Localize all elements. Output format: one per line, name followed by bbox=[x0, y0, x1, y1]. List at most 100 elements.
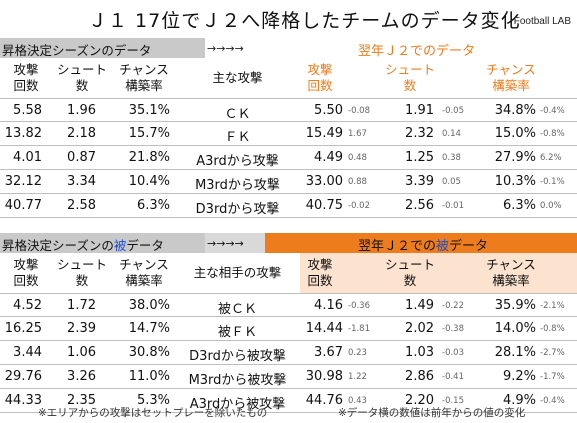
delta-attacks: 0.23 bbox=[348, 348, 367, 358]
col-shots-next: シュート数 bbox=[384, 257, 435, 288]
cell-chance: 14.7% bbox=[128, 321, 170, 336]
cell-attacks-next: 3.67 bbox=[314, 345, 343, 360]
column-headers: 攻撃 回数 シュート数 チャンス 構築率 主な相手の攻撃 攻撃 回数 シュート数 チャ… bbox=[0, 253, 577, 293]
cell-chance: 11.0% bbox=[128, 369, 170, 384]
cell-shots-next: 2.02 bbox=[405, 321, 434, 336]
cell-shots: 2.18 bbox=[67, 126, 96, 141]
cell-attacks: 4.52 bbox=[13, 298, 42, 313]
cell-chance: 35.1% bbox=[128, 103, 170, 118]
cell-attacks-next: 30.98 bbox=[305, 369, 343, 384]
cell-attacks: 32.12 bbox=[4, 174, 42, 189]
cell-chance-next: 14.0% bbox=[494, 321, 536, 336]
cell-shots-next: 2.56 bbox=[405, 198, 434, 213]
cell-shots: 1.06 bbox=[67, 345, 96, 360]
delta-attacks: 1.67 bbox=[348, 129, 367, 139]
cell-chance-next: 6.3% bbox=[502, 198, 536, 213]
cell-attack-type: A3rdから被攻撃 bbox=[189, 397, 286, 412]
table-row: 4.52 1.72 38.0% 被ＣＫ 4.16 -0.36 1.49 -0.22 35.9% -… bbox=[0, 293, 577, 317]
cell-attacks: 40.77 bbox=[4, 198, 42, 213]
cell-chance: 38.0% bbox=[128, 298, 170, 313]
cell-shots-next: 3.39 bbox=[405, 174, 434, 189]
col-chance: チャンス 構築率 bbox=[119, 257, 169, 288]
cell-attack-type: 被ＦＫ bbox=[217, 325, 257, 340]
footnote-left: ※エリアからの攻撃はセットプレーを除いたもの bbox=[38, 407, 268, 419]
delta-attacks: -0.02 bbox=[348, 201, 370, 211]
title-bar: Ｊ１ 17位でＪ２へ降格したチームのデータ変化 Football LAB bbox=[0, 0, 577, 38]
table-row: 44.33 2.35 5.3% A3rdから被攻撃 44.76 0.43 2.20 -0.15… bbox=[0, 389, 577, 413]
cell-shots-next: 2.20 bbox=[405, 393, 434, 408]
delta-shots: 0.38 bbox=[442, 153, 461, 163]
delta-attacks: 0.48 bbox=[348, 153, 367, 163]
delta-attacks: 0.88 bbox=[348, 177, 367, 187]
col-chance-next: チャンス 構築率 bbox=[486, 257, 536, 288]
cell-chance: 15.7% bbox=[128, 126, 170, 141]
cell-attack-type: ＣＫ bbox=[224, 107, 251, 122]
cell-shots: 2.39 bbox=[67, 321, 96, 336]
right-header: 翌年Ｊ２での被データ bbox=[265, 233, 577, 254]
cell-shots: 3.34 bbox=[67, 174, 96, 189]
col-attacks-next: 攻撃 回数 bbox=[307, 62, 333, 93]
table-row: 29.76 3.26 11.0% M3rdから被攻撃 30.98 1.22 2.86 -0.4… bbox=[0, 365, 577, 389]
cell-chance-next: 34.8% bbox=[494, 103, 536, 118]
delta-shots: -0.38 bbox=[442, 324, 464, 334]
cell-chance-next: 9.2% bbox=[502, 369, 536, 384]
cell-attacks-next: 44.76 bbox=[305, 393, 343, 408]
cell-attacks-next: 4.16 bbox=[314, 298, 343, 313]
col-chance: チャンス 構築率 bbox=[119, 62, 169, 93]
page-title: Ｊ１ 17位でＪ２へ降格したチームのデータ変化 bbox=[88, 10, 521, 32]
col-chance-next: チャンス 構築率 bbox=[486, 62, 536, 93]
col-attacks-next: 攻撃 回数 bbox=[307, 257, 333, 288]
left-header: 昇格決定シーズンの被データ bbox=[0, 233, 205, 253]
table-body: 4.52 1.72 38.0% 被ＣＫ 4.16 -0.36 1.49 -0.22 35.9% -… bbox=[0, 293, 577, 413]
cell-attack-type: D3rdから被攻撃 bbox=[189, 349, 286, 364]
cell-chance: 5.3% bbox=[136, 393, 170, 408]
cell-chance-next: 4.9% bbox=[502, 393, 536, 408]
section-header: 昇格決定シーズンの被データ →→→→ 翌年Ｊ２での被データ bbox=[0, 233, 577, 254]
delta-attacks: -0.36 bbox=[348, 301, 370, 311]
cell-shots: 1.72 bbox=[67, 298, 96, 313]
delta-shots: -0.41 bbox=[442, 372, 464, 382]
cell-chance: 10.4% bbox=[128, 174, 170, 189]
delta-chance: -2.7% bbox=[540, 348, 565, 358]
delta-shots: 0.14 bbox=[442, 129, 461, 139]
delta-shots: 0.05 bbox=[442, 177, 461, 187]
delta-attacks: -0.08 bbox=[348, 106, 370, 116]
cell-chance-next: 28.1% bbox=[494, 345, 536, 360]
footnote-right: ※データ横の数値は前年からの値の変化 bbox=[338, 407, 526, 419]
delta-chance: -0.8% bbox=[540, 129, 565, 139]
col-attacks: 攻撃 回数 bbox=[13, 257, 39, 288]
delta-chance: -0.4% bbox=[540, 396, 565, 406]
delta-shots: -0.05 bbox=[442, 106, 464, 116]
delta-chance: -0.1% bbox=[540, 177, 565, 187]
delta-chance: 0.0% bbox=[540, 201, 562, 211]
section-header: 昇格決定シーズンのデータ →→→→ 翌年Ｊ２でのデータ bbox=[0, 38, 577, 59]
delta-shots: -0.03 bbox=[442, 348, 464, 358]
cell-attacks: 44.33 bbox=[4, 393, 42, 408]
cell-chance: 30.8% bbox=[128, 345, 170, 360]
cell-attacks-next: 14.44 bbox=[305, 321, 343, 336]
cell-chance: 6.3% bbox=[136, 198, 170, 213]
cell-attacks-next: 33.00 bbox=[305, 174, 343, 189]
delta-chance: -1.7% bbox=[540, 372, 565, 382]
table-row: 40.77 2.58 6.3% D3rdから攻撃 40.75 -0.02 2.56 -0.01… bbox=[0, 194, 577, 218]
delta-attacks: 0.43 bbox=[348, 396, 367, 406]
table-row: 13.82 2.18 15.7% ＦＫ 15.49 1.67 2.32 0.14 15.0% -0… bbox=[0, 122, 577, 146]
delta-attacks: -1.81 bbox=[348, 324, 370, 334]
cell-shots: 3.26 bbox=[67, 369, 96, 384]
cell-attacks: 5.58 bbox=[13, 103, 42, 118]
cell-attacks: 3.44 bbox=[13, 345, 42, 360]
right-header: 翌年Ｊ２でのデータ bbox=[358, 44, 476, 59]
delta-shots: -0.15 bbox=[442, 396, 464, 406]
cell-attacks-next: 40.75 bbox=[305, 198, 343, 213]
cell-chance: 21.8% bbox=[128, 150, 170, 165]
cell-shots: 1.96 bbox=[67, 103, 96, 118]
delta-chance: -2.1% bbox=[540, 301, 565, 311]
cell-chance-next: 35.9% bbox=[494, 298, 536, 313]
cell-shots-next: 1.25 bbox=[405, 150, 434, 165]
cell-attacks: 16.25 bbox=[4, 321, 42, 336]
table-body: 5.58 1.96 35.1% ＣＫ 5.50 -0.08 1.91 -0.05 34.8% -0… bbox=[0, 98, 577, 218]
cell-attacks-next: 15.49 bbox=[305, 126, 343, 141]
cell-attacks-next: 5.50 bbox=[314, 103, 343, 118]
delta-shots: -0.01 bbox=[442, 201, 464, 211]
col-shots-next: シュート数 bbox=[384, 62, 435, 93]
